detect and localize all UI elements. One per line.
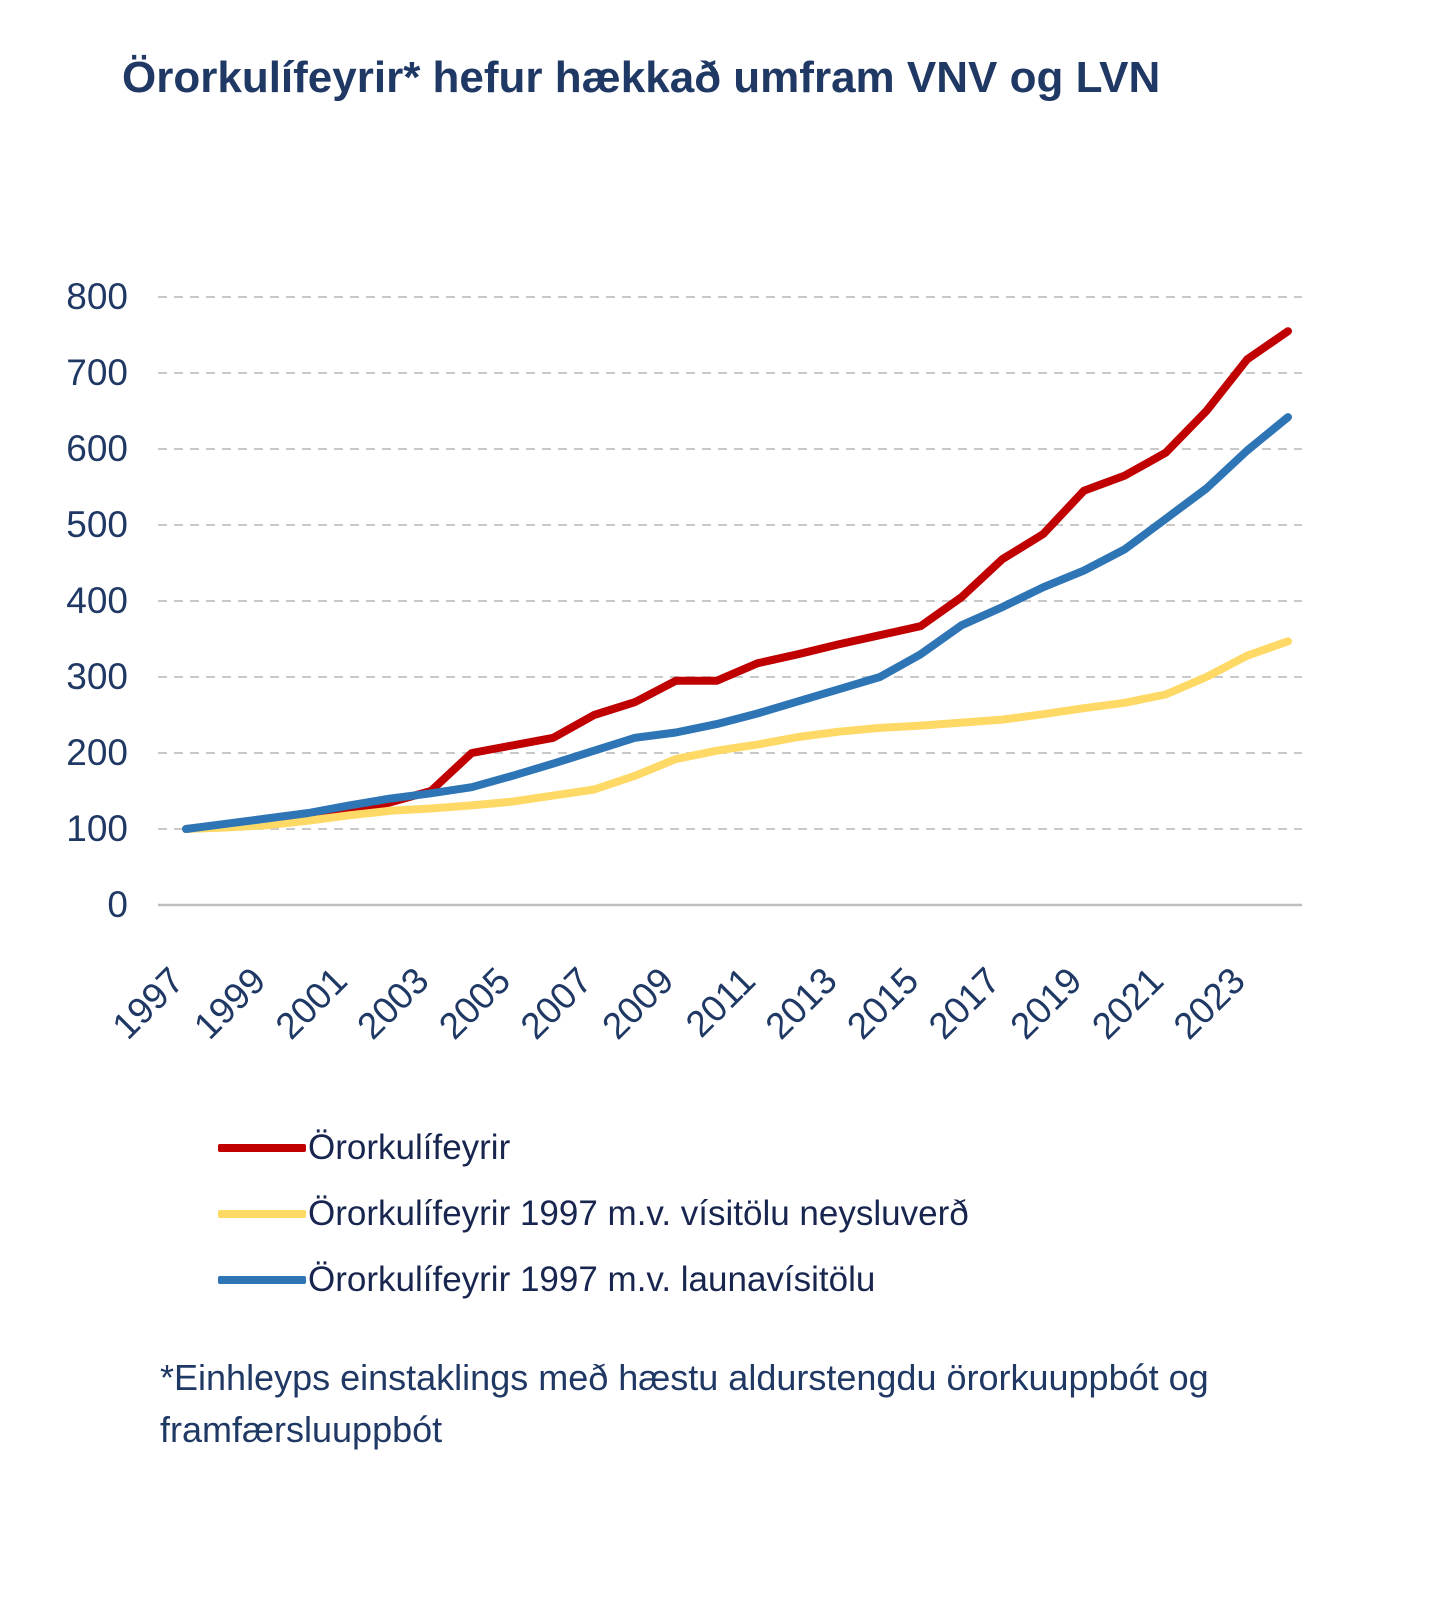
chart-footnote: *Einhleyps einstaklings með hæstu aldurs… — [160, 1357, 1209, 1451]
legend-swatch-0 — [218, 1144, 306, 1152]
x-axis-tick-label: 2017 — [921, 960, 1008, 1047]
legend-label-1: Örorkulífeyrir 1997 m.v. vísitölu neyslu… — [308, 1194, 969, 1233]
x-axis-tick-label: 2005 — [431, 960, 518, 1047]
x-axis-tick-label: 2013 — [757, 960, 844, 1047]
line-chart: 0100200300400500600700800199719992001200… — [66, 276, 1302, 1047]
y-axis-tick-label: 600 — [66, 428, 128, 469]
x-axis-tick-label: 2019 — [1002, 960, 1089, 1047]
chart-legend: Örorkulífeyrir Örorkulífeyrir 1997 m.v. v… — [218, 1128, 969, 1300]
legend-item-1: Örorkulífeyrir 1997 m.v. vísitölu neyslu… — [218, 1194, 969, 1234]
y-axis-tick-label: 500 — [66, 504, 128, 545]
x-axis-tick-label: 2007 — [513, 960, 600, 1047]
legend-swatch-1 — [218, 1210, 306, 1218]
x-axis-tick-label: 2021 — [1084, 960, 1171, 1047]
line-series-1 — [182, 637, 1292, 833]
x-axis-tick-label: 2001 — [268, 960, 355, 1047]
chart-title: Örorkulífeyrir* hefur hækkað umfram VNV … — [122, 53, 1161, 102]
x-axis-tick-label: 2009 — [594, 960, 681, 1047]
line-series-0 — [182, 327, 1292, 833]
y-axis-tick-label: 700 — [66, 352, 128, 393]
y-axis-tick-label: 800 — [66, 276, 128, 317]
y-axis-tick-label: 0 — [107, 884, 128, 925]
legend-item-2: Örorkulífeyrir 1997 m.v. launavísitölu — [218, 1260, 969, 1300]
x-axis-tick-label: 2023 — [1166, 960, 1253, 1047]
x-axis-tick-label: 2011 — [678, 960, 763, 1045]
x-axis-tick-label: 1997 — [104, 960, 191, 1047]
x-axis-tick-label: 1999 — [186, 960, 273, 1047]
legend-label-0: Örorkulífeyrir — [308, 1128, 511, 1167]
line-series-2 — [182, 413, 1292, 833]
y-axis-tick-label: 100 — [66, 808, 128, 849]
y-axis-tick-label: 300 — [66, 656, 128, 697]
x-axis-tick-label: 2003 — [349, 960, 436, 1047]
x-axis-tick-label: 2015 — [839, 960, 926, 1047]
legend-item-0: Örorkulífeyrir — [218, 1128, 969, 1168]
y-axis-tick-label: 200 — [66, 732, 128, 773]
y-axis-tick-label: 400 — [66, 580, 128, 621]
legend-swatch-2 — [218, 1276, 306, 1284]
legend-label-2: Örorkulífeyrir 1997 m.v. launavísitölu — [308, 1260, 876, 1299]
